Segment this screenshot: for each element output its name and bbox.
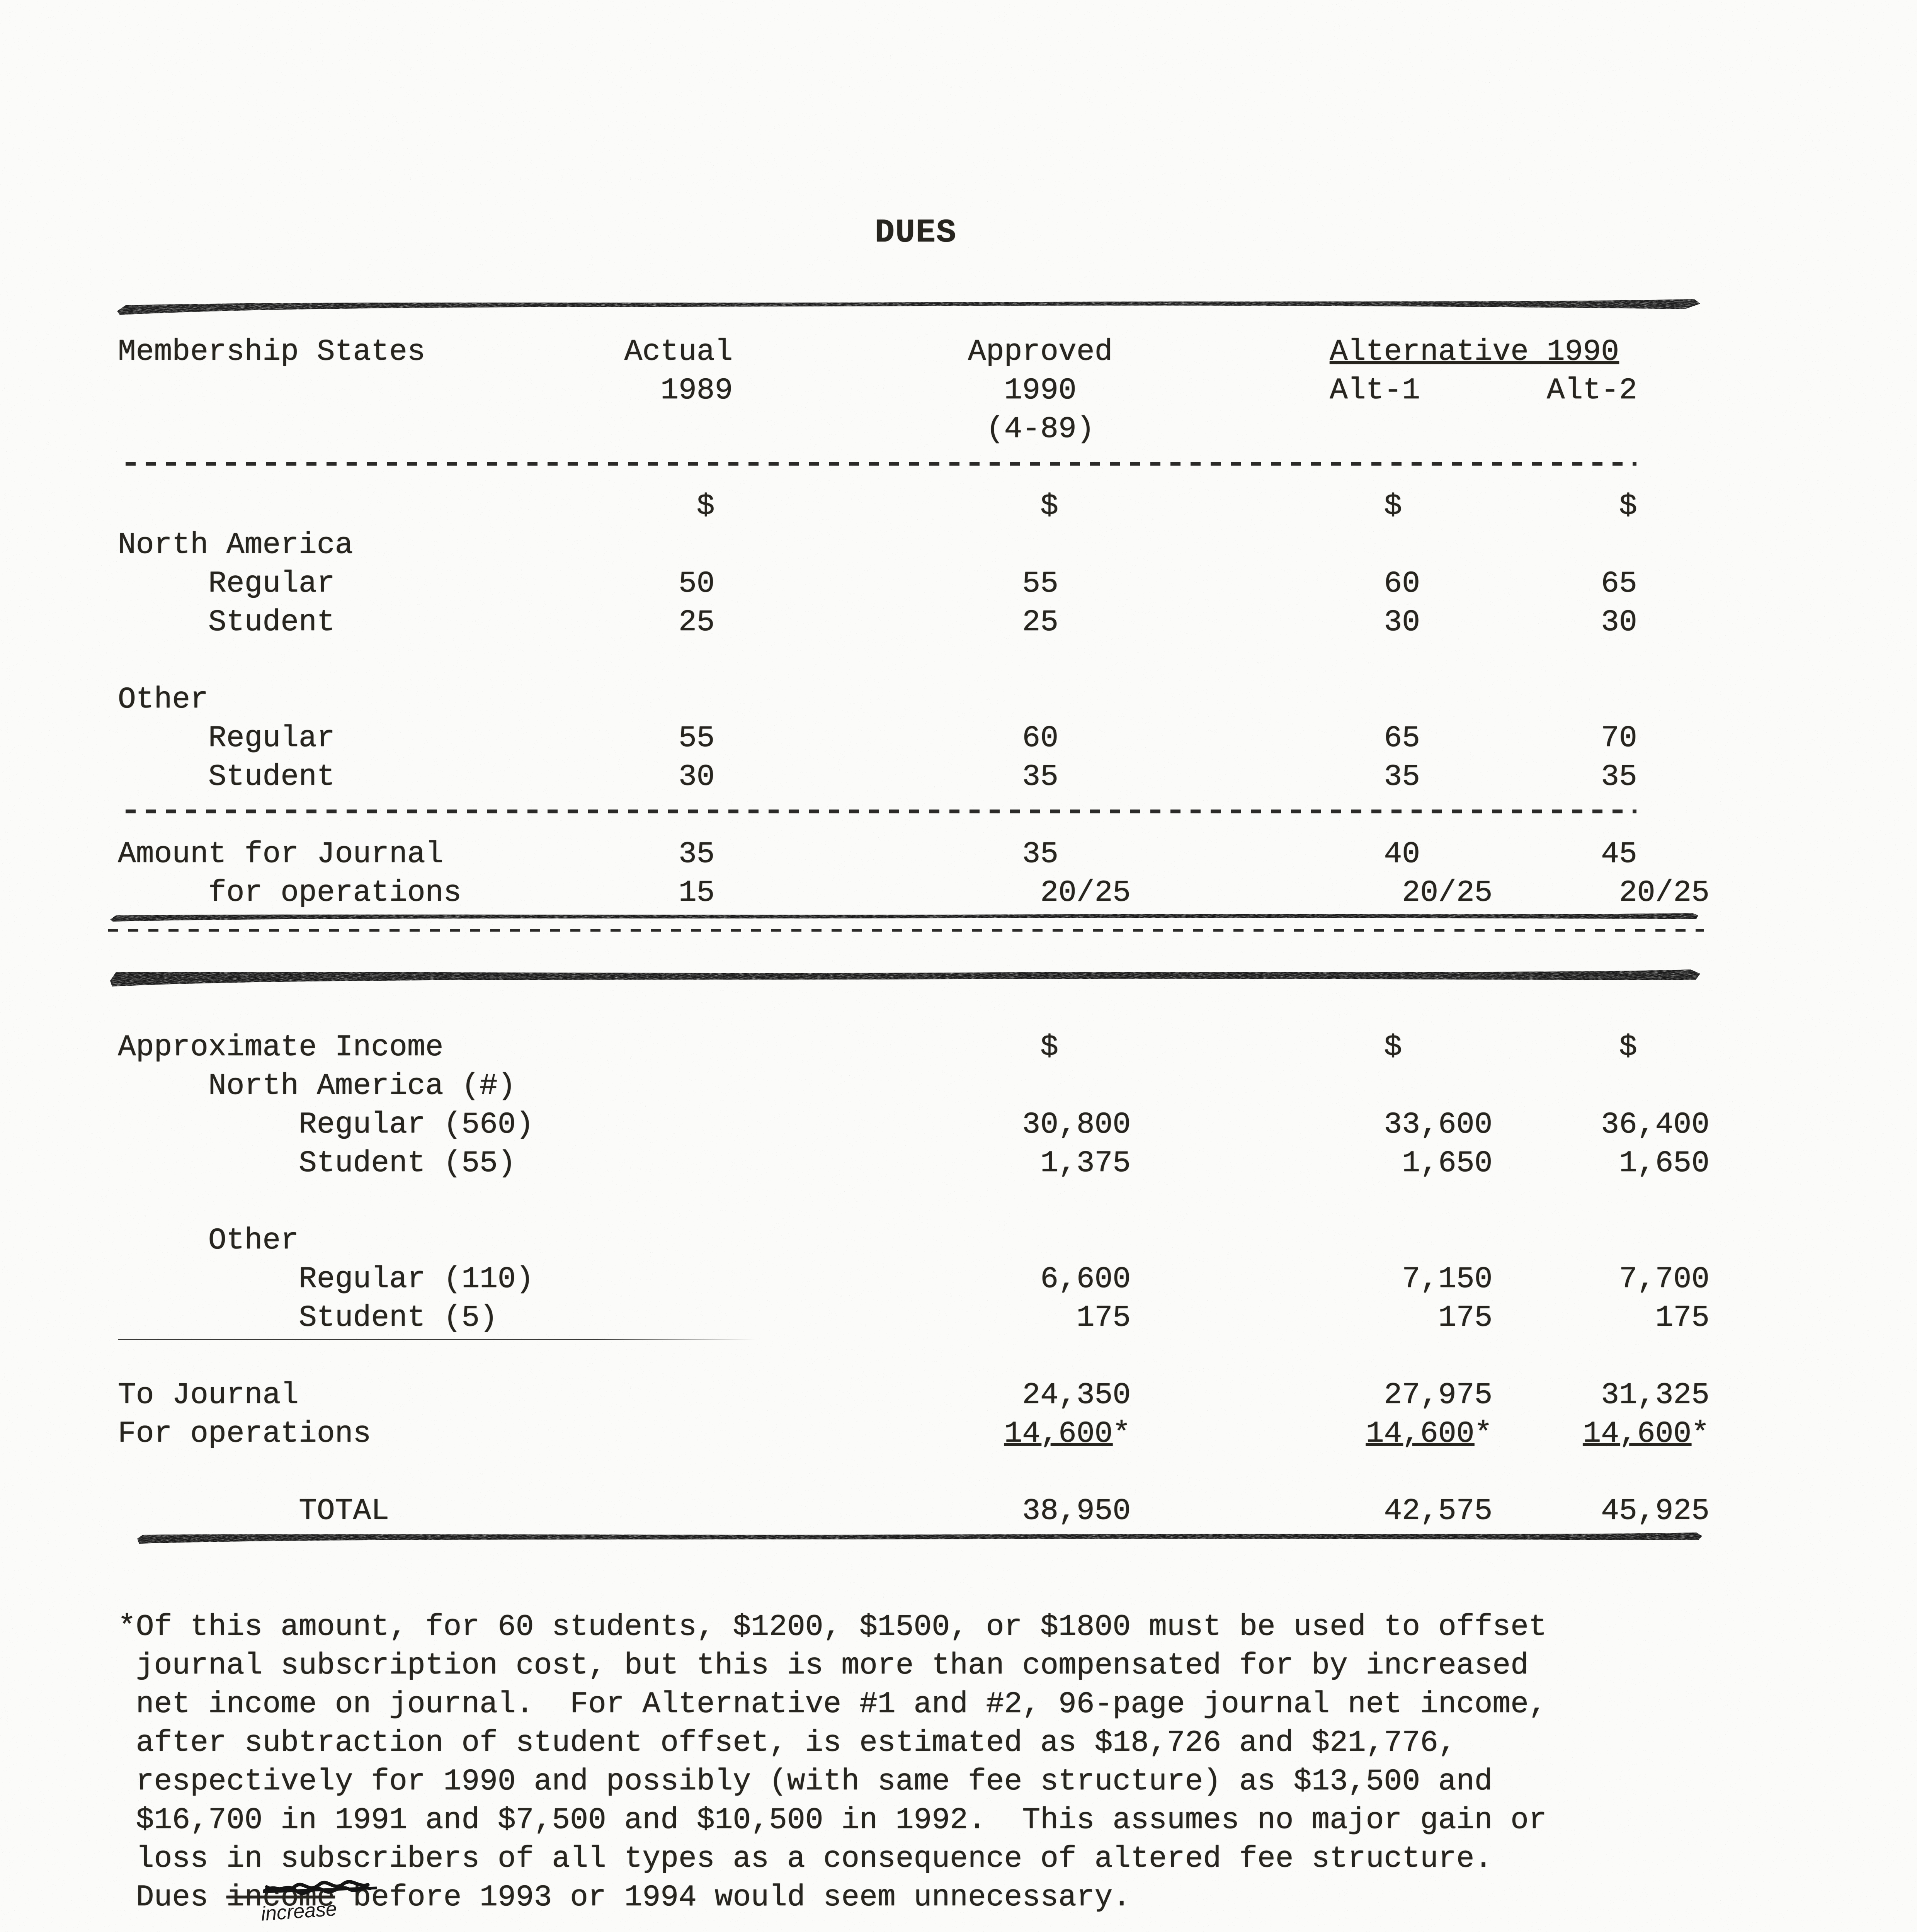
- svg-text:increase: increase: [261, 1898, 338, 1925]
